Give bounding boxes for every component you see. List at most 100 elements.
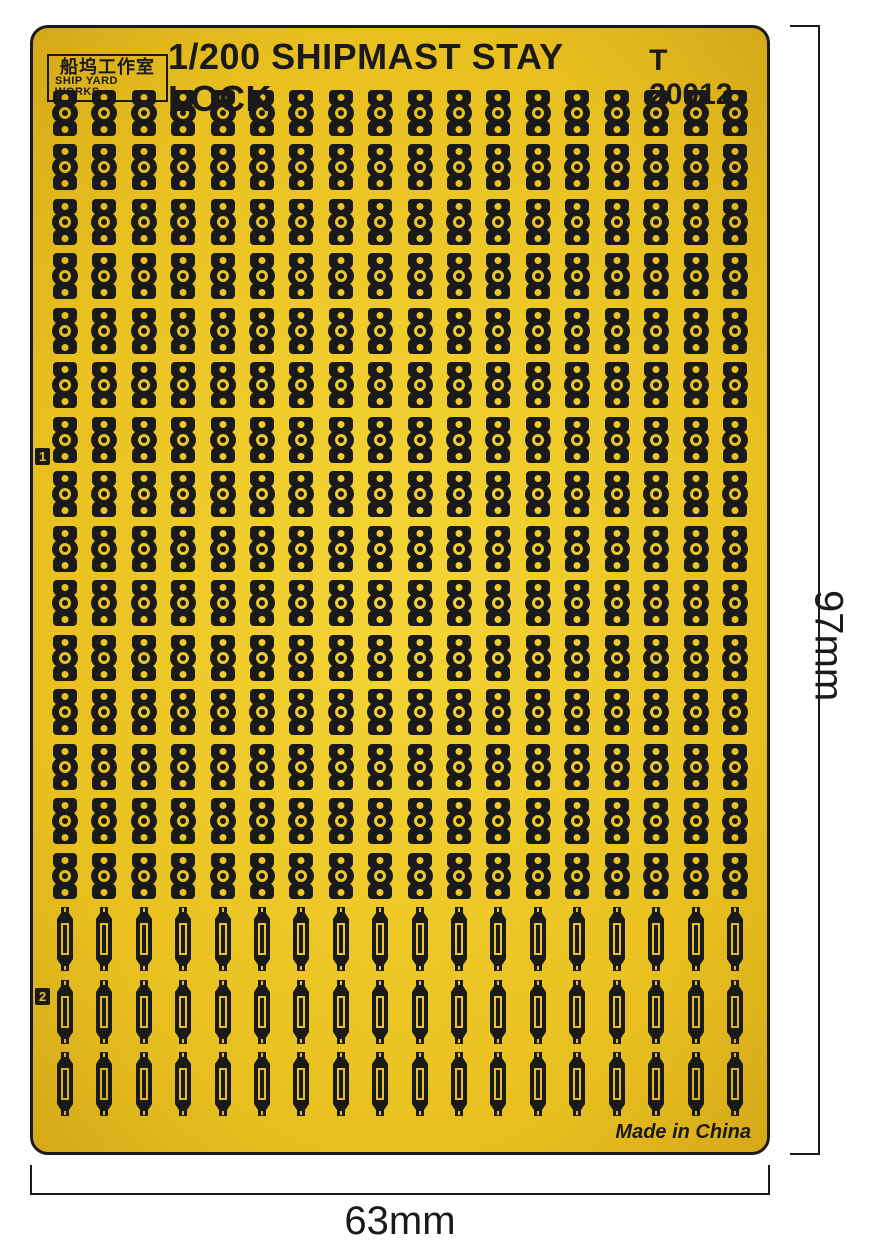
stay-lock-a (90, 306, 118, 356)
stay-lock-a (484, 742, 512, 792)
etch-plate: 船坞工作室 SHIP YARD WORKS 1/200 SHIPMAST STA… (30, 25, 770, 1155)
stay-lock-a (90, 360, 118, 410)
stay-lock-b (327, 978, 355, 1046)
stay-lock-a (682, 851, 710, 901)
stay-lock-a (563, 88, 591, 138)
stay-lock-b (642, 1050, 670, 1118)
stay-lock-a (603, 142, 631, 192)
stay-lock-a (406, 578, 434, 628)
stay-lock-a (169, 687, 197, 737)
stay-lock-a (603, 469, 631, 519)
stay-lock-a (445, 142, 473, 192)
stay-lock-a (366, 197, 394, 247)
stay-lock-b (721, 978, 749, 1046)
parts-row (51, 633, 749, 683)
stay-lock-a (366, 524, 394, 574)
stay-lock-a (721, 88, 749, 138)
stay-lock-a (563, 415, 591, 465)
stay-lock-a (169, 88, 197, 138)
stay-lock-b (51, 978, 79, 1046)
stay-lock-a (327, 851, 355, 901)
stay-lock-a (169, 142, 197, 192)
stay-lock-a (563, 524, 591, 574)
stay-lock-a (682, 142, 710, 192)
stay-lock-a (130, 469, 158, 519)
stay-lock-b (406, 1050, 434, 1118)
stay-lock-a (445, 360, 473, 410)
stay-lock-a (130, 360, 158, 410)
stay-lock-a (682, 360, 710, 410)
stay-lock-a (209, 742, 237, 792)
stay-lock-a (445, 469, 473, 519)
stay-lock-a (248, 306, 276, 356)
stay-lock-b (248, 978, 276, 1046)
stay-lock-a (248, 796, 276, 846)
stay-lock-a (406, 851, 434, 901)
stay-lock-b (169, 1050, 197, 1118)
dim-tick (790, 25, 818, 27)
stay-lock-b (524, 905, 552, 973)
stay-lock-a (366, 142, 394, 192)
stay-lock-a (445, 524, 473, 574)
stay-lock-a (169, 415, 197, 465)
stay-lock-b (721, 905, 749, 973)
stay-lock-a (248, 524, 276, 574)
stay-lock-b (130, 905, 158, 973)
stay-lock-a (524, 306, 552, 356)
parts-row (51, 742, 749, 792)
stay-lock-a (287, 469, 315, 519)
stay-lock-a (287, 742, 315, 792)
stay-lock-a (524, 251, 552, 301)
stay-lock-a (603, 360, 631, 410)
stay-lock-a (209, 578, 237, 628)
stay-lock-a (445, 796, 473, 846)
stay-lock-a (327, 742, 355, 792)
stay-lock-a (248, 142, 276, 192)
stay-lock-a (366, 742, 394, 792)
stay-lock-a (563, 469, 591, 519)
parts-row (51, 251, 749, 301)
parts-row (51, 578, 749, 628)
stay-lock-a (366, 796, 394, 846)
stay-lock-a (90, 796, 118, 846)
stay-lock-a (642, 142, 670, 192)
stay-lock-a (287, 578, 315, 628)
stay-lock-a (51, 687, 79, 737)
stay-lock-b (603, 905, 631, 973)
dim-tick (30, 1165, 32, 1193)
stay-lock-a (721, 851, 749, 901)
stay-lock-a (287, 251, 315, 301)
stay-lock-a (248, 742, 276, 792)
stay-lock-a (484, 360, 512, 410)
stay-lock-a (130, 578, 158, 628)
stay-lock-a (603, 851, 631, 901)
stay-lock-a (445, 88, 473, 138)
stay-lock-a (51, 524, 79, 574)
dimension-width: 63mm (30, 1165, 770, 1245)
stay-lock-a (90, 742, 118, 792)
dim-tick (768, 1165, 770, 1193)
stay-lock-a (563, 251, 591, 301)
stay-lock-a (169, 796, 197, 846)
stay-lock-a (90, 687, 118, 737)
stay-lock-a (90, 851, 118, 901)
stay-lock-a (484, 415, 512, 465)
stay-lock-a (721, 415, 749, 465)
parts-row (51, 306, 749, 356)
stay-lock-a (287, 88, 315, 138)
dimension-height: 97mm (790, 25, 870, 1155)
stay-lock-a (721, 306, 749, 356)
section-label-1: 1 (35, 448, 50, 465)
stay-lock-a (90, 524, 118, 574)
stay-lock-a (524, 88, 552, 138)
stay-lock-a (642, 415, 670, 465)
stay-lock-a (130, 415, 158, 465)
stay-lock-a (642, 578, 670, 628)
stay-lock-a (524, 415, 552, 465)
stay-lock-b (484, 978, 512, 1046)
stay-lock-a (484, 687, 512, 737)
stay-lock-a (169, 306, 197, 356)
stay-lock-a (287, 306, 315, 356)
stay-lock-a (169, 633, 197, 683)
stay-lock-a (563, 633, 591, 683)
